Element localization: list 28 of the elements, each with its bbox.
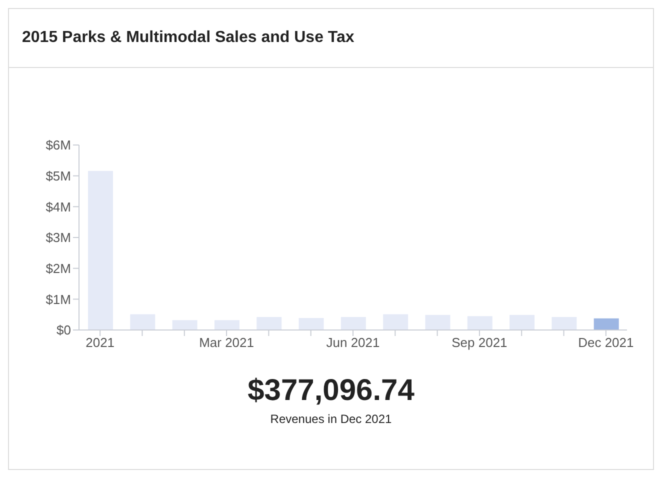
chart-title: 2015 Parks & Multimodal Sales and Use Tax xyxy=(9,9,653,68)
text: Revenues in Dec 2021 xyxy=(269,412,393,426)
x-tick-label: Mar 2021 xyxy=(199,335,254,350)
bar xyxy=(256,317,282,330)
y-tick-label: $4M xyxy=(46,199,71,214)
bar xyxy=(425,314,450,330)
y-tick-label: $0 xyxy=(56,322,71,338)
bar xyxy=(510,314,535,330)
y-tick-label: $2M xyxy=(46,260,71,276)
bar xyxy=(130,314,156,330)
bar xyxy=(340,317,366,330)
bar xyxy=(383,314,408,330)
x-tick-label: Sep 2021 xyxy=(452,335,508,350)
bar xyxy=(467,316,492,330)
text: $377,096.74 xyxy=(246,374,416,408)
bar xyxy=(88,170,113,330)
y-tick-label: $3M xyxy=(46,230,71,246)
y-tick-label: $5M xyxy=(46,168,71,184)
bar xyxy=(552,317,577,330)
y-tick-label: $6M xyxy=(46,138,71,153)
y-tick-label: $1M xyxy=(46,292,71,307)
bar xyxy=(298,318,324,330)
bar xyxy=(172,320,198,330)
x-tick-label: 2021 xyxy=(86,335,115,350)
bar xyxy=(594,318,619,330)
x-tick-label: Jun 2021 xyxy=(326,335,380,350)
bar xyxy=(214,320,240,330)
x-tick-label: Dec 2021 xyxy=(578,335,634,350)
